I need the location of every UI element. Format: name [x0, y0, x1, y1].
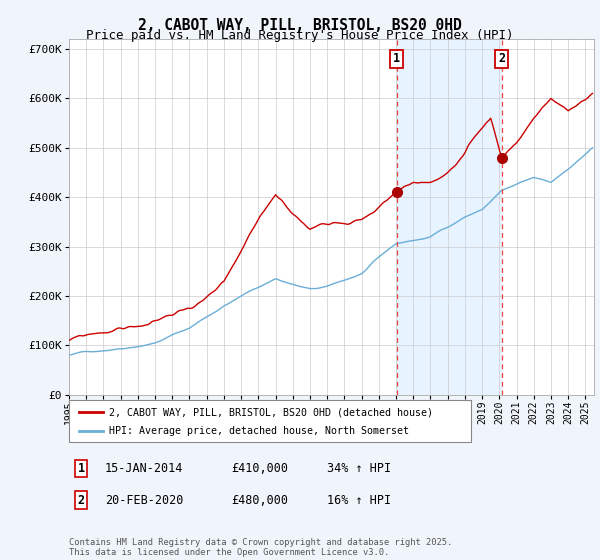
Text: 1: 1	[77, 462, 85, 475]
Text: Contains HM Land Registry data © Crown copyright and database right 2025.
This d: Contains HM Land Registry data © Crown c…	[69, 538, 452, 557]
Text: 2, CABOT WAY, PILL, BRISTOL, BS20 0HD: 2, CABOT WAY, PILL, BRISTOL, BS20 0HD	[138, 18, 462, 33]
Text: 2, CABOT WAY, PILL, BRISTOL, BS20 0HD (detached house): 2, CABOT WAY, PILL, BRISTOL, BS20 0HD (d…	[109, 407, 433, 417]
Text: 16% ↑ HPI: 16% ↑ HPI	[327, 493, 391, 507]
Text: 1: 1	[393, 53, 400, 66]
FancyBboxPatch shape	[69, 400, 471, 442]
Text: 20-FEB-2020: 20-FEB-2020	[105, 493, 184, 507]
Text: 34% ↑ HPI: 34% ↑ HPI	[327, 462, 391, 475]
Text: £410,000: £410,000	[231, 462, 288, 475]
Text: 2: 2	[498, 53, 505, 66]
Bar	[397, 39, 502, 395]
Text: £480,000: £480,000	[231, 493, 288, 507]
Text: HPI: Average price, detached house, North Somerset: HPI: Average price, detached house, Nort…	[109, 427, 409, 436]
Text: 15-JAN-2014: 15-JAN-2014	[105, 462, 184, 475]
Text: Price paid vs. HM Land Registry's House Price Index (HPI): Price paid vs. HM Land Registry's House …	[86, 29, 514, 42]
Text: 2: 2	[77, 493, 85, 507]
